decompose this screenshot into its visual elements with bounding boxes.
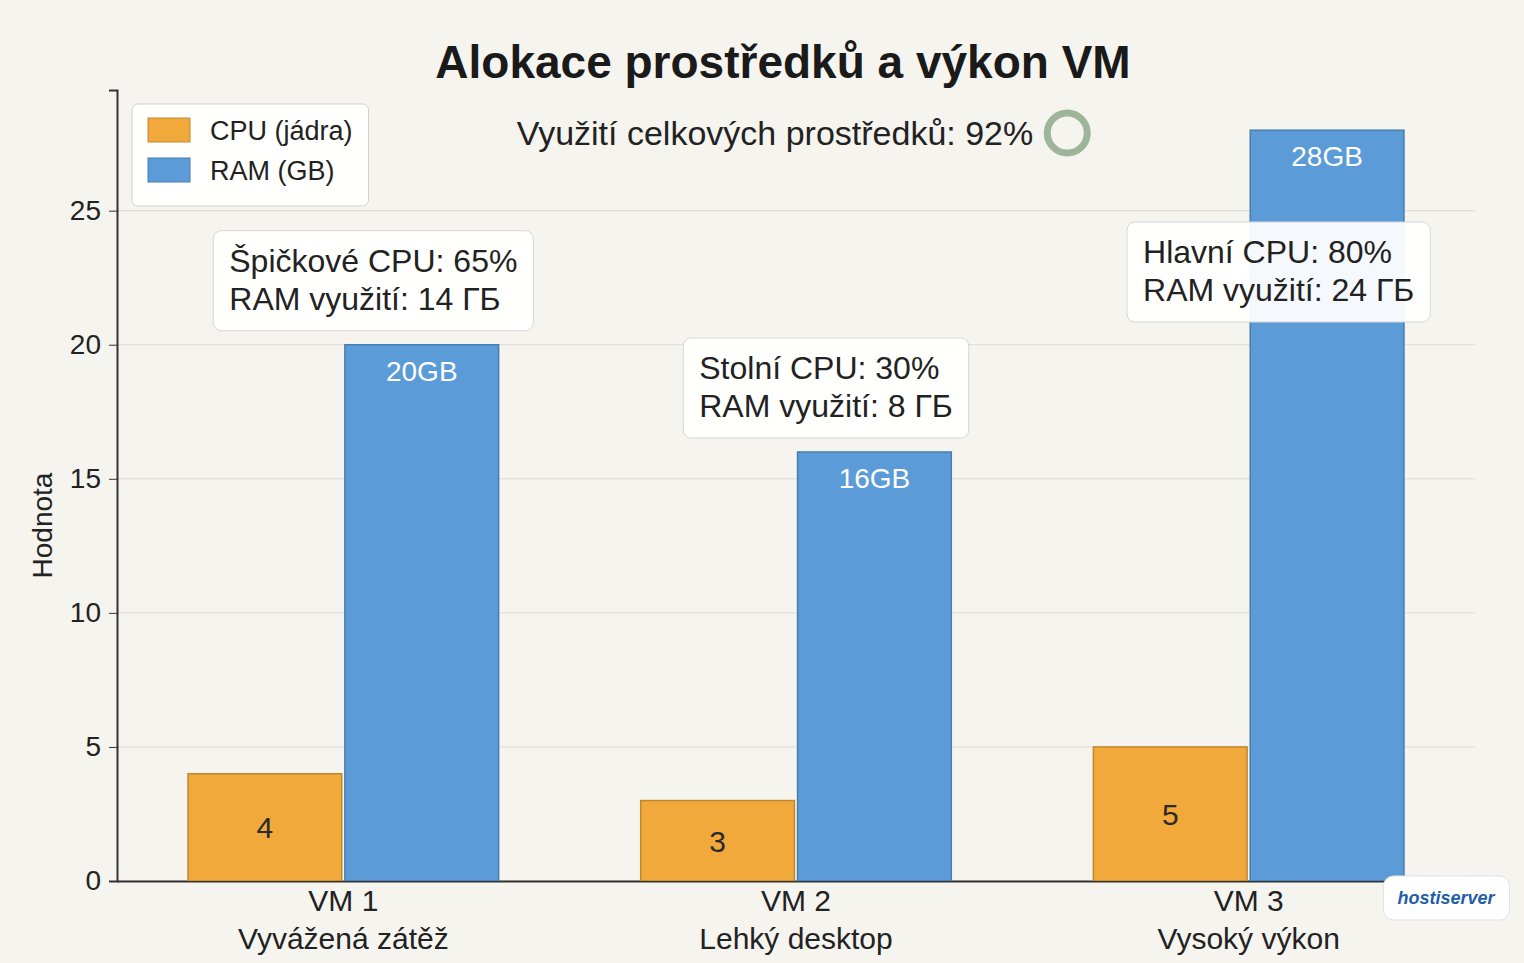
annotation-box	[213, 231, 533, 331]
legend: CPU (jádra) RAM (GB)	[132, 104, 369, 206]
data-label: 3	[709, 825, 726, 858]
bar	[345, 345, 499, 881]
annotations: Špičkové CPU: 65%RAM využití: 14 ГБ Stoln…	[213, 222, 1430, 438]
tick-label-line: Lehký desktop	[699, 922, 892, 955]
legend-swatch	[148, 118, 190, 142]
tick-label: 15	[70, 463, 101, 494]
tick: 15	[70, 463, 117, 494]
tick: VM 2 Lehký desktop	[699, 881, 892, 955]
tick-label: 0	[85, 865, 101, 896]
annotation-text: RAM využití: 8 ГБ	[699, 388, 952, 424]
bar	[798, 452, 952, 881]
data-label: 20GB	[386, 356, 458, 387]
bar	[641, 801, 795, 881]
legend-box	[132, 104, 369, 206]
tick: 0	[85, 865, 117, 896]
annotation-box	[683, 338, 968, 438]
tick-mark	[109, 881, 117, 882]
legend-label: CPU (jádra)	[210, 116, 353, 146]
bar	[188, 774, 342, 881]
watermark: hostiserver	[1383, 876, 1509, 920]
tick: 25	[70, 195, 117, 226]
annotation: Hlavní CPU: 80%RAM využití: 24 ГБ	[1127, 222, 1430, 322]
chart: 0 5 10 15 20 25 VM 1 Vyvážená zátěž VM 2 Lehký de…	[0, 0, 1524, 963]
annotation-text: Hlavní CPU: 80%	[1143, 234, 1392, 270]
y-axis: 0 5 10 15 20 25	[70, 91, 118, 897]
title: Alokace prostředků a výkon VM	[435, 36, 1130, 88]
tick-label: VM 2 Lehký desktop	[699, 884, 892, 955]
annotation-text: RAM využití: 14 ГБ	[229, 281, 500, 317]
watermark-text: hostiserver	[1397, 888, 1495, 908]
annotation: Špičkové CPU: 65%RAM využití: 14 ГБ	[213, 231, 533, 331]
tick-mark	[109, 479, 117, 480]
tick-label: 25	[70, 195, 101, 226]
background	[0, 0, 1524, 963]
tick-mark	[109, 747, 117, 748]
annotation-text: Špičkové CPU: 65%	[229, 243, 517, 279]
tick: 20	[70, 329, 117, 360]
annotation-text: RAM využití: 24 ГБ	[1143, 272, 1414, 308]
tick-label-line: VM 2	[761, 884, 831, 917]
tick: VM 3 Vysoký výkon	[1158, 881, 1340, 955]
tick-mark	[109, 613, 117, 614]
axis-title: Hodnota	[27, 472, 58, 578]
watermark-box	[1383, 876, 1509, 920]
tick-label: 10	[70, 597, 101, 628]
annotation-text: Stolní CPU: 30%	[699, 350, 939, 386]
tick-mark	[109, 345, 117, 346]
data-label: 28GB	[1291, 141, 1363, 172]
tick-label: VM 1 Vyvážená zátěž	[238, 884, 449, 955]
data-label: 5	[1162, 798, 1179, 831]
annotation-box	[1127, 222, 1430, 322]
bar	[1093, 747, 1247, 881]
data-label: 16GB	[839, 463, 911, 494]
tick-label-line: VM 1	[308, 884, 378, 917]
axis-line	[109, 91, 118, 882]
subtitle: Využití celkových prostředků: 92%	[517, 114, 1034, 152]
decoration	[1047, 113, 1087, 153]
tick-label: 5	[85, 731, 101, 762]
tick: 5	[85, 731, 117, 762]
tick-label: VM 3 Vysoký výkon	[1158, 884, 1340, 955]
tick: 10	[70, 597, 117, 628]
x-axis: VM 1Vyvážená zátěžVM 2Lehký desktopVM 3V…	[118, 881, 1476, 955]
bars	[188, 130, 1404, 881]
tick-label-line: Vysoký výkon	[1158, 922, 1340, 955]
tick: VM 1 Vyvážená zátěž	[238, 881, 449, 955]
tick-label: 20	[70, 329, 101, 360]
annotation: Stolní CPU: 30%RAM využití: 8 ГБ	[683, 338, 968, 438]
data-label: 4	[257, 811, 274, 844]
tick-label-line: VM 3	[1214, 884, 1284, 917]
legend-label: RAM (GB)	[210, 156, 335, 186]
tick-label-line: Vyvážená zátěž	[238, 922, 449, 955]
tick-mark	[109, 211, 117, 212]
legend-swatch	[148, 158, 190, 182]
